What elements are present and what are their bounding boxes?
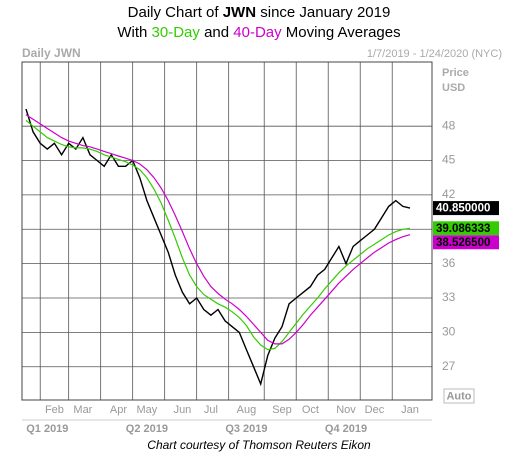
x-tick-label: Jan [401,404,419,416]
title-text: since January 2019 [256,4,391,21]
plot-frame [21,61,433,401]
series-line [25,108,411,387]
title-text: Daily Chart of [127,4,223,21]
last-value-label: 40.850000 [436,203,490,215]
last-value-label: 38.526500 [436,237,490,249]
last-value-label: 39.086333 [436,223,490,235]
y-tick-label: 33 [442,290,456,304]
last-value-box [433,201,499,216]
last-value-box [433,221,499,236]
auto-button-label[interactable]: Auto [446,390,471,402]
x-tick-label: Oct [302,404,319,416]
panel-label: Daily JWN [22,46,81,60]
subtitle-text: Moving Averages [281,24,401,41]
x-tick-label: May [136,404,157,416]
series-line [25,119,411,351]
x-tick-label: Mar [73,404,92,416]
y-tick-label: 45 [442,153,456,167]
quarter-label: Q1 2019 [26,423,68,435]
last-value-box [433,235,499,250]
chart-subtitle: With 30-Day and 40-Day Moving Averages [0,24,518,41]
series-line [25,114,411,345]
y-tick-label: 30 [442,325,456,339]
chart-title: Daily Chart of JWN since January 2019 [0,4,518,21]
y-tick-label: 36 [442,256,456,270]
y-axis-label: USD [442,82,465,94]
date-range: 1/7/2019 - 1/24/2020 (NYC) [367,48,502,60]
quarter-label: Q4 2019 [325,423,367,435]
auto-button[interactable] [443,388,475,404]
x-tick-label: Sep [272,404,292,416]
y-tick-label: 27 [442,359,456,373]
quarter-label: Q2 2019 [126,423,168,435]
x-tick-label: Aug [237,404,257,416]
x-tick-label: Feb [45,404,64,416]
x-tick-label: Nov [336,404,356,416]
x-tick-label: Apr [110,404,127,416]
title-ticker: JWN [222,4,257,21]
x-tick-label: Jun [174,404,192,416]
y-axis-label: Price [442,67,469,79]
legend-40-day: 40-Day [233,24,282,41]
footer: Chart courtesy of Thomson Reuters Eikon [147,438,371,452]
subtitle-text: and [199,24,234,41]
y-tick-label: 48 [442,118,456,132]
x-tick-label: Dec [365,404,385,416]
x-tick-label: Jul [204,404,218,416]
subtitle-text: With [117,24,152,41]
quarter-label: Q3 2019 [225,423,267,435]
y-tick-label: 42 [442,187,456,201]
legend-30-day: 30-Day [151,24,200,41]
